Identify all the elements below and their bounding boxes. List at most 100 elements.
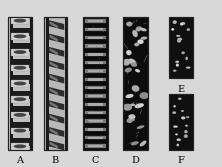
Bar xyxy=(169,17,193,78)
Polygon shape xyxy=(47,113,64,124)
Bar xyxy=(85,44,106,48)
Bar xyxy=(85,111,106,114)
Bar xyxy=(10,106,30,115)
Ellipse shape xyxy=(187,28,190,31)
Polygon shape xyxy=(47,46,64,57)
Ellipse shape xyxy=(137,39,144,44)
Bar xyxy=(85,128,106,131)
Bar xyxy=(169,17,193,78)
Ellipse shape xyxy=(131,62,137,67)
Bar xyxy=(85,86,106,89)
Ellipse shape xyxy=(175,133,178,135)
Bar xyxy=(96,46,97,47)
Ellipse shape xyxy=(180,23,183,26)
Ellipse shape xyxy=(129,114,135,119)
Polygon shape xyxy=(50,61,58,68)
Ellipse shape xyxy=(128,118,135,121)
Bar xyxy=(100,86,101,87)
Bar xyxy=(85,144,106,148)
Ellipse shape xyxy=(181,110,184,112)
Bar xyxy=(92,90,93,91)
Ellipse shape xyxy=(186,67,190,68)
Ellipse shape xyxy=(140,92,149,99)
Ellipse shape xyxy=(186,116,189,118)
Polygon shape xyxy=(50,101,58,109)
Text: D: D xyxy=(131,156,139,165)
Ellipse shape xyxy=(14,66,26,70)
Bar xyxy=(85,136,106,139)
Ellipse shape xyxy=(177,139,181,141)
Ellipse shape xyxy=(14,144,26,148)
Bar xyxy=(11,80,29,87)
Polygon shape xyxy=(50,48,58,55)
Ellipse shape xyxy=(181,51,185,54)
Polygon shape xyxy=(47,60,64,70)
Bar xyxy=(123,17,148,150)
Bar xyxy=(169,94,193,150)
Bar xyxy=(65,17,67,150)
Bar xyxy=(99,71,100,72)
Ellipse shape xyxy=(123,59,130,66)
Ellipse shape xyxy=(14,97,26,101)
Ellipse shape xyxy=(140,141,146,146)
Ellipse shape xyxy=(139,28,147,31)
Bar xyxy=(87,122,88,123)
Bar xyxy=(88,37,103,39)
Ellipse shape xyxy=(130,104,135,106)
Bar xyxy=(85,103,106,106)
Bar xyxy=(10,59,30,68)
Ellipse shape xyxy=(14,34,26,38)
Bar xyxy=(88,120,103,122)
Bar xyxy=(10,43,30,52)
Bar xyxy=(88,20,103,22)
Text: F: F xyxy=(178,156,184,165)
Ellipse shape xyxy=(132,30,138,37)
Bar xyxy=(88,62,103,64)
Bar xyxy=(10,17,12,150)
Bar xyxy=(11,49,29,56)
Bar xyxy=(85,78,106,81)
Ellipse shape xyxy=(126,94,133,98)
Bar xyxy=(169,94,193,150)
Bar xyxy=(11,143,29,150)
Bar xyxy=(85,19,106,23)
Bar xyxy=(88,128,103,131)
Ellipse shape xyxy=(176,64,179,67)
Polygon shape xyxy=(47,73,64,84)
Polygon shape xyxy=(50,88,58,95)
Bar xyxy=(97,111,98,112)
Bar xyxy=(88,70,103,72)
Bar xyxy=(85,69,106,73)
Polygon shape xyxy=(47,86,64,97)
Bar xyxy=(88,78,103,80)
Ellipse shape xyxy=(127,118,133,123)
Bar xyxy=(11,65,29,71)
Bar xyxy=(30,17,32,150)
Ellipse shape xyxy=(181,116,185,119)
Polygon shape xyxy=(50,21,58,28)
Polygon shape xyxy=(50,35,58,42)
Bar xyxy=(88,145,103,147)
Bar xyxy=(99,58,100,59)
Bar xyxy=(88,103,103,106)
Bar xyxy=(88,95,103,97)
Ellipse shape xyxy=(132,85,139,92)
Bar xyxy=(99,63,100,64)
Ellipse shape xyxy=(171,28,174,31)
Ellipse shape xyxy=(141,37,147,40)
Bar xyxy=(10,91,30,99)
Ellipse shape xyxy=(181,22,185,25)
Bar xyxy=(92,73,93,74)
Ellipse shape xyxy=(14,81,26,86)
Polygon shape xyxy=(47,140,64,150)
Ellipse shape xyxy=(126,50,131,55)
Text: C: C xyxy=(92,156,99,165)
Ellipse shape xyxy=(14,113,26,117)
Ellipse shape xyxy=(134,43,139,46)
Bar xyxy=(88,87,103,89)
Ellipse shape xyxy=(177,38,182,40)
Bar xyxy=(10,75,30,84)
Ellipse shape xyxy=(125,68,132,72)
Bar xyxy=(88,28,103,30)
Bar xyxy=(11,18,29,24)
